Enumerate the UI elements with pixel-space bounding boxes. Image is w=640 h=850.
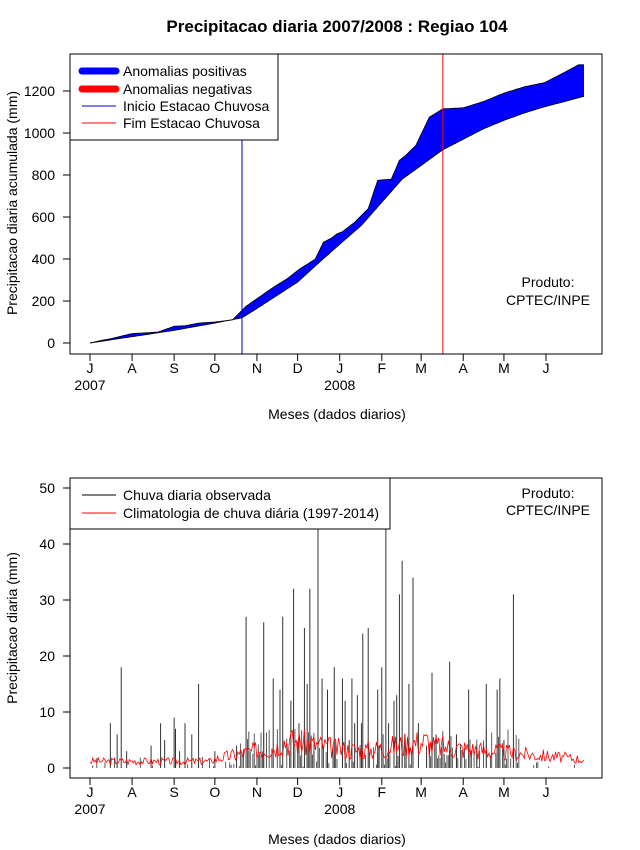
x-year-label: 2008 [324,377,355,393]
y-tick-label: 1200 [24,83,55,99]
climatology-cumulative-line [89,95,585,344]
x-tick-label: J [543,360,550,376]
x-tick-label: S [169,360,178,376]
x-tick-label: A [459,360,469,376]
y-tick-label: 800 [32,167,56,183]
legend-label-positive: Anomalias positivas [123,63,247,79]
bottom-climatology [89,729,585,766]
x-tick-label: J [87,784,94,800]
y-tick-label: 20 [39,648,55,664]
legend-label-negative: Anomalias negativas [123,81,252,97]
climatology-daily-line [89,729,585,766]
bottom-spikes [92,488,575,768]
bottom-legend-box [69,477,391,530]
y-tick-label: 10 [39,704,55,720]
top-product-source: CPTEC/INPE [506,292,590,308]
top-legend: Anomalias positivas Anomalias negativas … [69,53,279,141]
positive-anomaly-area [233,64,584,320]
x-tick-label: D [293,360,303,376]
x-tick-label: J [336,360,343,376]
x-tick-label: N [252,784,262,800]
y-tick-label: 600 [32,209,56,225]
x-tick-label: O [209,784,220,800]
x-tick-label: A [127,784,137,800]
x-tick-label: M [415,360,427,376]
observed-cumulative-line [89,64,584,344]
x-year-label: 2008 [324,801,355,817]
x-tick-label: F [378,784,387,800]
legend-label-observed: Chuva diaria observada [123,487,271,503]
figure-title: Precipitacao diaria 2007/2008 : Regiao 1… [166,17,508,36]
bottom-y-axis: 0 10 20 30 40 50 [39,480,71,776]
y-tick-label: 400 [32,251,56,267]
x-tick-label: M [415,784,427,800]
y-tick-label: 50 [39,480,55,496]
top-plot-lines [89,64,585,344]
bottom-product-label: Produto: [522,485,575,501]
x-tick-label: J [87,360,94,376]
x-year-label: 2007 [74,377,105,393]
x-year-label: 2007 [74,801,105,817]
x-tick-label: F [378,360,387,376]
y-tick-label: 0 [47,760,55,776]
legend-label-end: Fim Estacao Chuvosa [123,115,260,131]
x-tick-label: A [127,360,137,376]
x-tick-label: M [498,360,510,376]
bottom-x-axis-label: Meses (dados diarios) [268,831,406,847]
x-tick-label: A [459,784,469,800]
bottom-y-axis-label: Precipitacao diaria (mm) [4,552,20,704]
legend-label-climatology: Climatologia de chuva diária (1997-2014) [123,505,379,521]
x-tick-label: D [293,784,303,800]
top-y-axis: 0 200 400 600 800 1000 1200 [24,83,71,351]
top-product-label: Produto: [522,274,575,290]
bottom-product-source: CPTEC/INPE [506,502,590,518]
x-tick-label: N [252,360,262,376]
top-x-axis-label: Meses (dados diarios) [268,406,406,422]
y-tick-label: 1000 [24,125,55,141]
y-tick-label: 30 [39,592,55,608]
x-tick-label: J [336,784,343,800]
legend-label-start: Inicio Estacao Chuvosa [123,98,270,114]
x-tick-label: S [169,784,178,800]
y-tick-label: 200 [32,293,56,309]
x-tick-label: M [498,784,510,800]
bottom-legend: Chuva diaria observada Climatologia de c… [69,477,391,530]
top-y-axis-label: Precipitacao diaria acumulada (mm) [4,91,20,315]
y-tick-label: 40 [39,536,55,552]
y-tick-label: 0 [47,335,55,351]
x-tick-label: O [209,360,220,376]
x-tick-label: J [543,784,550,800]
